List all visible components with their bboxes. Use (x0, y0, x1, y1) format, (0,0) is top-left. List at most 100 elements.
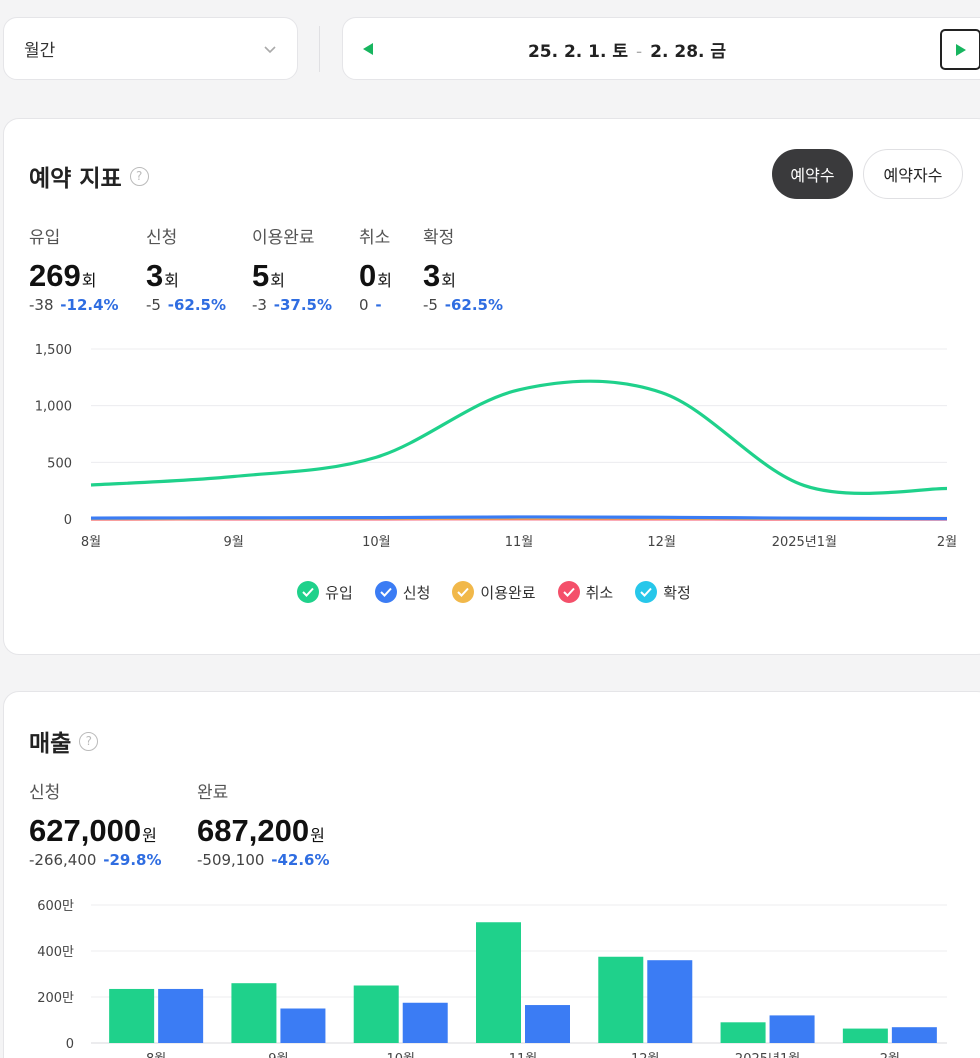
metric-cancel: 취소 0회 0 - (359, 223, 423, 314)
bar-완료 (769, 1015, 815, 1043)
chevron-down-icon (264, 45, 276, 53)
metric-value-wrap: 627,000원 (29, 813, 197, 849)
metric-unit: 원 (310, 828, 325, 845)
triangle-right-icon (955, 43, 966, 56)
metric-delta: -5 (146, 296, 161, 314)
reservation-card: 예약 지표 ? 예약수 예약자수 유입 269회 -38 -12.4% 신청 3… (3, 118, 980, 655)
metric-pct: - (375, 296, 382, 314)
revenue-card: 매출 ? 신청 627,000원 -266,400 -29.8% 완료 687,… (3, 691, 980, 1058)
metric-delta-wrap: -509,100 -42.6% (197, 851, 377, 869)
metric-label: 확정 (423, 228, 455, 248)
metric-pct: -29.8% (103, 851, 162, 869)
y-tick-label: 600만 (37, 899, 74, 914)
triangle-left-icon (363, 43, 373, 55)
metric-value: 269 (29, 258, 81, 293)
metric-value: 3 (423, 258, 441, 293)
y-tick-label: 200만 (37, 991, 74, 1006)
y-tick-label: 1,500 (35, 343, 72, 358)
metric-unit: 회 (81, 273, 97, 290)
bar-신청 (476, 922, 521, 1043)
metric-value: 5 (252, 258, 270, 293)
bar-신청 (109, 988, 155, 1043)
legend-label: 이용완료 (480, 583, 536, 602)
revenue-title-text: 매출 (29, 731, 72, 757)
legend-item-inflow[interactable]: 유입 (297, 581, 353, 603)
prev-period-button[interactable] (353, 34, 383, 64)
metric-label: 완료 (197, 783, 229, 803)
y-tick-label: 500 (47, 456, 72, 471)
x-tick-label: 2025년1월 (735, 1052, 800, 1058)
legend-item-confirmed[interactable]: 확정 (635, 581, 691, 603)
metric-delta: -509,100 (197, 851, 265, 869)
metric-delta: -5 (423, 296, 438, 314)
metric-pct: -37.5% (273, 296, 333, 314)
metric-value: 0 (359, 258, 377, 293)
metric-unit: 회 (270, 273, 285, 290)
x-tick-label: 11월 (505, 535, 534, 550)
x-tick-label: 2월 (880, 1052, 900, 1058)
bar-신청 (842, 1028, 888, 1043)
period-select[interactable]: 월간 (3, 17, 298, 80)
check-icon (374, 581, 397, 603)
legend-label: 유입 (325, 583, 353, 602)
metric-value-wrap: 0회 (359, 258, 423, 294)
x-tick-label: 10월 (386, 1052, 415, 1058)
x-tick-label: 2025년1월 (772, 535, 837, 550)
divider (319, 26, 320, 72)
metric-value: 3 (146, 258, 164, 293)
metric-delta-wrap: -5 -62.5% (423, 296, 523, 314)
y-tick-label: 400만 (37, 945, 74, 960)
metric-value-wrap: 3회 (423, 258, 523, 294)
bar-완료 (647, 960, 693, 1043)
date-start: 25. 2. 1. 토 (527, 42, 629, 62)
date-navigator: 25. 2. 1. 토 -2. 28. 금 (342, 17, 980, 80)
legend-label: 신청 (402, 583, 431, 602)
metric-pct: -62.5% (444, 296, 504, 314)
x-tick-label: 10월 (362, 535, 391, 550)
metric-revenue-apply: 신청 627,000원 -266,400 -29.8% (29, 778, 197, 869)
reservation-metrics: 유입 269회 -38 -12.4% 신청 3회 -5 -62.5% 이용완료 … (29, 223, 523, 314)
legend-item-completed[interactable]: 이용완료 (452, 581, 536, 603)
metric-label: 취소 (359, 228, 391, 248)
date-separator: - (636, 42, 643, 62)
metric-delta-wrap: -3 -37.5% (252, 296, 359, 314)
metric-completed: 이용완료 5회 -3 -37.5% (252, 223, 359, 314)
revenue-metrics: 신청 627,000원 -266,400 -29.8% 완료 687,200원 … (29, 778, 377, 869)
metric-value: 687,200 (197, 813, 310, 848)
bar-신청 (720, 1022, 766, 1043)
legend-item-apply[interactable]: 신청 (374, 581, 431, 603)
metric-inflow: 유입 269회 -38 -12.4% (29, 223, 146, 314)
toggle-reservation-count[interactable]: 예약수 (772, 149, 853, 199)
legend-label: 확정 (663, 583, 691, 602)
metric-delta-wrap: 0 - (359, 296, 423, 314)
metric-unit: 회 (377, 273, 392, 290)
check-icon (557, 581, 580, 603)
metric-delta: -3 (252, 296, 267, 314)
x-tick-label: 8월 (81, 535, 101, 550)
x-tick-label: 12월 (631, 1052, 660, 1058)
help-icon[interactable]: ? (79, 731, 99, 751)
y-tick-label: 0 (66, 1037, 74, 1052)
help-icon[interactable]: ? (129, 166, 149, 186)
metric-pct: -42.6% (271, 851, 330, 869)
bar-완료 (158, 988, 204, 1043)
toggle-reservation-people[interactable]: 예약자수 (863, 149, 963, 199)
metric-value-wrap: 3회 (146, 258, 252, 294)
bar-완료 (280, 1008, 326, 1043)
metric-label: 신청 (29, 783, 61, 803)
chart-legend: 유입 신청 이용완료 취소 확정 (4, 581, 980, 603)
bar-완료 (525, 1005, 570, 1043)
metric-delta: -38 (29, 296, 54, 314)
metric-delta-wrap: -5 -62.5% (146, 296, 252, 314)
legend-label: 취소 (585, 583, 614, 602)
metric-label: 신청 (146, 228, 178, 248)
metric-label: 이용완료 (252, 228, 315, 248)
metric-value: 627,000 (29, 813, 142, 848)
metric-value-wrap: 5회 (252, 258, 359, 294)
next-period-button[interactable] (940, 29, 980, 70)
revenue-bar-chart: 0 200만 400만 600만 8월 9월 10월 11월 12월 2025년1월 2월 (37, 899, 947, 1058)
legend-item-cancel[interactable]: 취소 (557, 581, 614, 603)
metric-value-wrap: 269회 (29, 258, 146, 294)
metric-delta: 0 (359, 296, 369, 314)
metric-delta: -266,400 (29, 851, 97, 869)
